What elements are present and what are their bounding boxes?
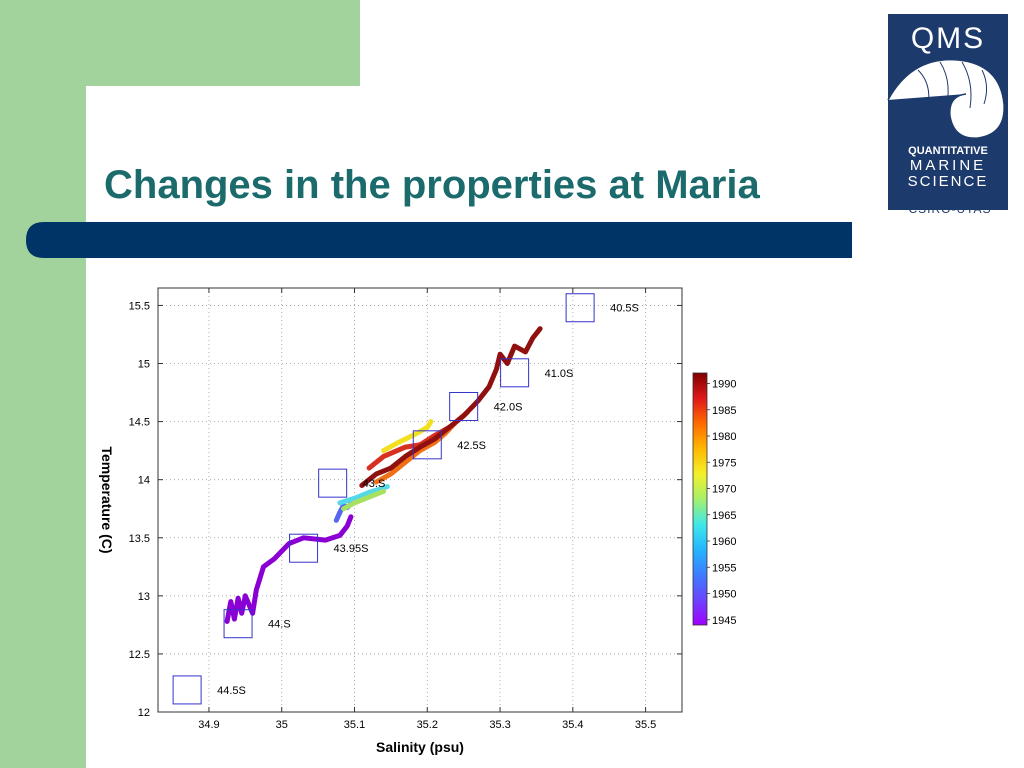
nautilus-shell-rings [917, 61, 988, 121]
logo-line2: MARINE [910, 157, 986, 174]
nautilus-icon [887, 58, 1005, 139]
slide-title: Changes in the properties at Maria [104, 163, 760, 207]
station-box [223, 609, 253, 639]
colorbar-tick-label: 1990 [712, 379, 736, 391]
station-label: 41.0S [545, 368, 574, 380]
station-box [565, 293, 595, 323]
title-bar [26, 222, 852, 258]
colorbar-tick-label: 1975 [712, 457, 736, 469]
station-box [412, 430, 442, 460]
x-tick-label: 35.1 [344, 719, 365, 731]
colorbar-tick-label: 1965 [712, 510, 736, 522]
y-tick-label: 13.5 [129, 533, 150, 545]
x-tick-label: 35.5 [635, 719, 656, 731]
x-tick-label: 35.2 [417, 719, 438, 731]
profile-1968 [341, 488, 387, 512]
station-box [500, 358, 530, 388]
colorbar-tick-label: 1945 [712, 615, 736, 627]
y-tick-label: 14 [138, 475, 150, 487]
station-label: 44.5S [217, 685, 246, 697]
x-tick-label: 34.9 [198, 719, 219, 731]
profile-1946 [224, 514, 354, 624]
station-label: 43.95S [334, 543, 369, 555]
grid-lines [158, 288, 682, 713]
y-tick-label: 12.5 [129, 649, 150, 661]
station-label: 44.S [268, 619, 291, 631]
station-box [172, 675, 202, 705]
y-tick-label: 12 [138, 707, 150, 719]
x-tick-label: 35.3 [489, 719, 510, 731]
y-tick-label: 15 [138, 359, 150, 371]
station-markers: 40.5S 41.0S 42.0S 42.5S 43.S 43.95S 44.S 44.5S [172, 293, 639, 705]
colorbar-tick-label: 1950 [712, 589, 736, 601]
green-left-band [0, 0, 86, 768]
station-box [318, 468, 348, 498]
station-label: 43.S [363, 478, 386, 490]
year-colorbar: 1990 1985 1980 1975 1970 1965 1960 1955 1950 1945 [692, 372, 736, 627]
station-label: 40.5S [610, 303, 639, 315]
station-box [449, 391, 479, 421]
y-axis-ticks: 12 12.5 13 13.5 14 14.5 15 15.5 [129, 300, 682, 719]
x-axis-label: Salinity (psu) [376, 739, 464, 755]
colorbar-tick-label: 1985 [712, 405, 736, 417]
plot-frame [157, 287, 683, 713]
profile-curves [224, 326, 543, 624]
colorbar-tick-label: 1955 [712, 562, 736, 574]
colorbar-ticks: 1990 1985 1980 1975 1970 1965 1960 1955 1950 1945 [707, 379, 736, 627]
colorbar-tick-label: 1980 [712, 431, 736, 443]
y-tick-label: 13 [138, 591, 150, 603]
profile-1990 [359, 326, 543, 488]
y-axis-label: Temperature (C) [99, 446, 115, 553]
logo-qms: QMS [911, 22, 985, 55]
ts-diagram: 40.5S41.0S42.0S42.5S43.S43.95S44.S44.5S … [99, 287, 683, 755]
x-axis-ticks: 34.9 35 35.1 35.2 35.3 35.4 35.5 [198, 288, 656, 731]
logo-line1: QUANTITATIVE [908, 145, 988, 157]
station-box [289, 533, 319, 563]
colorbar-tick-label: 1960 [712, 536, 736, 548]
x-tick-label: 35.4 [562, 719, 583, 731]
logo-line3: SCIENCE [908, 173, 989, 190]
qms-logo: QMS QUANTITATIVE MARINE SCIENCE CSIRO-UT… [878, 12, 1012, 218]
colorbar-tick-label: 1970 [712, 484, 736, 496]
x-tick-label: 35 [276, 719, 288, 731]
y-tick-label: 14.5 [129, 417, 150, 429]
station-label: 42.5S [457, 440, 486, 452]
station-label: 42.0S [494, 401, 523, 413]
logo-bottom: CSIRO-UTAS [908, 202, 991, 216]
profile-1972 [381, 419, 434, 454]
profile-1962 [337, 484, 390, 506]
y-tick-label: 15.5 [129, 300, 150, 312]
colorbar-gradient [692, 372, 708, 626]
